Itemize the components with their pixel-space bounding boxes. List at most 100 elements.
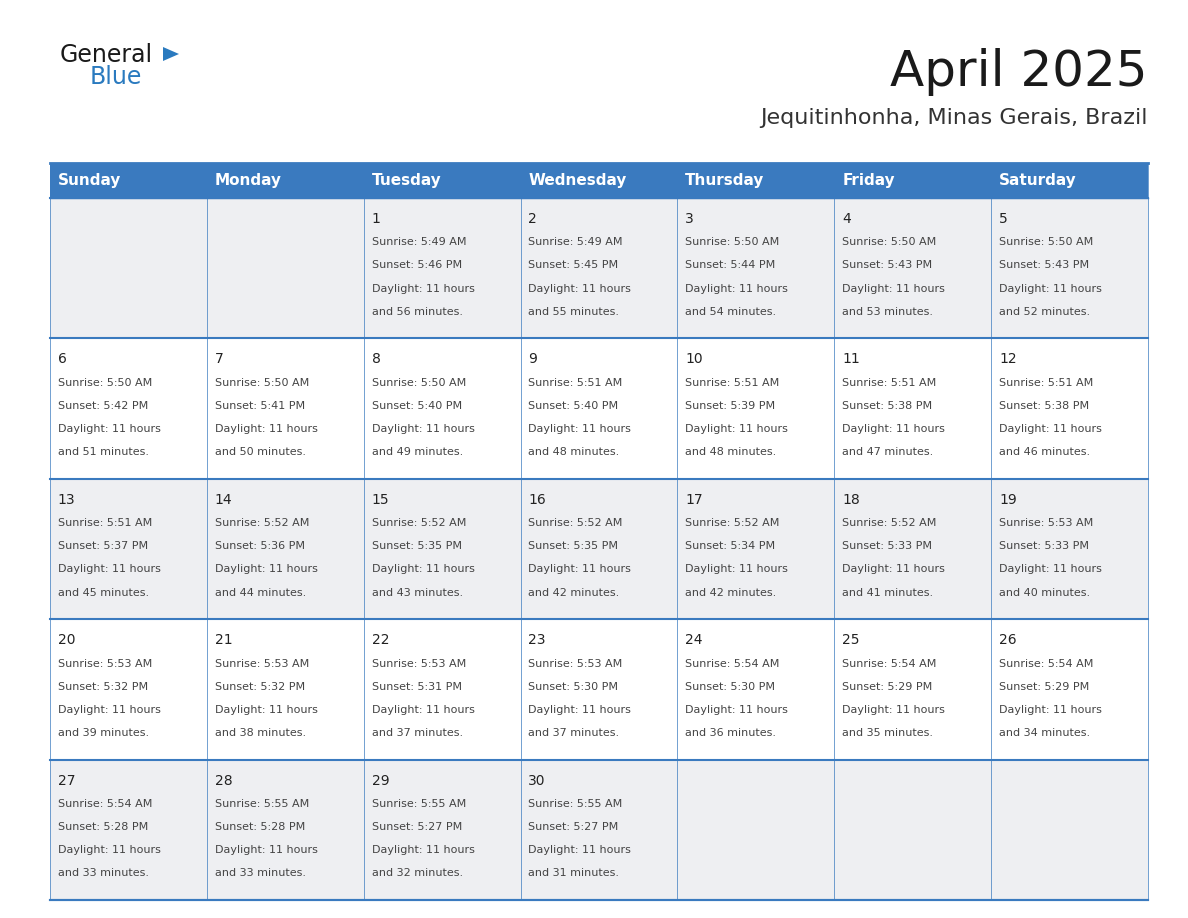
Text: Daylight: 11 hours: Daylight: 11 hours (58, 705, 160, 715)
Text: 26: 26 (999, 633, 1017, 647)
Text: Sunset: 5:30 PM: Sunset: 5:30 PM (529, 682, 619, 691)
Text: Sunset: 5:33 PM: Sunset: 5:33 PM (842, 542, 933, 552)
Text: 28: 28 (215, 774, 233, 788)
Text: Sunset: 5:34 PM: Sunset: 5:34 PM (685, 542, 776, 552)
Text: 25: 25 (842, 633, 860, 647)
Text: 19: 19 (999, 493, 1017, 507)
Text: and 35 minutes.: and 35 minutes. (842, 728, 933, 738)
Text: and 34 minutes.: and 34 minutes. (999, 728, 1091, 738)
Text: 6: 6 (58, 353, 67, 366)
Text: and 44 minutes.: and 44 minutes. (215, 588, 307, 598)
Text: Sunrise: 5:54 AM: Sunrise: 5:54 AM (999, 658, 1093, 668)
Text: and 39 minutes.: and 39 minutes. (58, 728, 148, 738)
Text: Daylight: 11 hours: Daylight: 11 hours (372, 565, 474, 575)
Text: Daylight: 11 hours: Daylight: 11 hours (529, 845, 631, 856)
Text: 15: 15 (372, 493, 390, 507)
Text: Sunrise: 5:50 AM: Sunrise: 5:50 AM (372, 377, 466, 387)
Text: Daylight: 11 hours: Daylight: 11 hours (842, 284, 944, 294)
Text: 18: 18 (842, 493, 860, 507)
Text: Sunset: 5:31 PM: Sunset: 5:31 PM (372, 682, 462, 691)
Text: Daylight: 11 hours: Daylight: 11 hours (215, 705, 317, 715)
Text: Sunset: 5:41 PM: Sunset: 5:41 PM (215, 401, 305, 411)
Text: Sunrise: 5:51 AM: Sunrise: 5:51 AM (685, 377, 779, 387)
Bar (50, 339, 1148, 479)
Text: Sunrise: 5:52 AM: Sunrise: 5:52 AM (685, 518, 779, 528)
Text: Daylight: 11 hours: Daylight: 11 hours (529, 284, 631, 294)
Text: Daylight: 11 hours: Daylight: 11 hours (685, 705, 788, 715)
Text: 8: 8 (372, 353, 380, 366)
Text: and 43 minutes.: and 43 minutes. (372, 588, 462, 598)
Text: Jequitinhonha, Minas Gerais, Brazil: Jequitinhonha, Minas Gerais, Brazil (760, 108, 1148, 128)
Text: Sunrise: 5:52 AM: Sunrise: 5:52 AM (372, 518, 466, 528)
Text: 2: 2 (529, 212, 537, 226)
Text: Sunrise: 5:50 AM: Sunrise: 5:50 AM (215, 377, 309, 387)
Text: and 40 minutes.: and 40 minutes. (999, 588, 1091, 598)
Text: Daylight: 11 hours: Daylight: 11 hours (529, 565, 631, 575)
Text: and 53 minutes.: and 53 minutes. (842, 307, 933, 317)
Text: Sunset: 5:46 PM: Sunset: 5:46 PM (372, 261, 462, 271)
Text: Sunrise: 5:54 AM: Sunrise: 5:54 AM (58, 799, 152, 809)
Text: Monday: Monday (215, 173, 282, 188)
Text: Sunrise: 5:50 AM: Sunrise: 5:50 AM (842, 238, 936, 247)
Text: Sunset: 5:27 PM: Sunset: 5:27 PM (372, 823, 462, 832)
Text: 21: 21 (215, 633, 233, 647)
Text: Daylight: 11 hours: Daylight: 11 hours (999, 705, 1101, 715)
Text: Tuesday: Tuesday (372, 173, 441, 188)
Text: April 2025: April 2025 (891, 48, 1148, 96)
Text: Sunday: Sunday (58, 173, 121, 188)
Text: Wednesday: Wednesday (529, 173, 627, 188)
Text: Sunset: 5:35 PM: Sunset: 5:35 PM (529, 542, 619, 552)
Text: Friday: Friday (842, 173, 895, 188)
Text: Sunrise: 5:55 AM: Sunrise: 5:55 AM (372, 799, 466, 809)
Text: Sunset: 5:40 PM: Sunset: 5:40 PM (372, 401, 462, 411)
Text: Sunset: 5:45 PM: Sunset: 5:45 PM (529, 261, 619, 271)
Text: Sunset: 5:43 PM: Sunset: 5:43 PM (999, 261, 1089, 271)
Text: 4: 4 (842, 212, 851, 226)
Text: Sunrise: 5:53 AM: Sunrise: 5:53 AM (529, 658, 623, 668)
Text: Sunset: 5:36 PM: Sunset: 5:36 PM (215, 542, 304, 552)
Text: Sunset: 5:33 PM: Sunset: 5:33 PM (999, 542, 1089, 552)
Text: Sunrise: 5:52 AM: Sunrise: 5:52 AM (842, 518, 936, 528)
Text: and 38 minutes.: and 38 minutes. (215, 728, 305, 738)
Text: Sunrise: 5:52 AM: Sunrise: 5:52 AM (529, 518, 623, 528)
Text: Sunset: 5:38 PM: Sunset: 5:38 PM (999, 401, 1089, 411)
Text: Daylight: 11 hours: Daylight: 11 hours (842, 705, 944, 715)
Text: Daylight: 11 hours: Daylight: 11 hours (529, 705, 631, 715)
Text: 22: 22 (372, 633, 388, 647)
Text: 10: 10 (685, 353, 703, 366)
Text: Sunset: 5:32 PM: Sunset: 5:32 PM (215, 682, 305, 691)
Text: Daylight: 11 hours: Daylight: 11 hours (372, 284, 474, 294)
Text: 27: 27 (58, 774, 75, 788)
Text: 1: 1 (372, 212, 380, 226)
Text: Sunset: 5:28 PM: Sunset: 5:28 PM (215, 823, 305, 832)
Text: Sunset: 5:32 PM: Sunset: 5:32 PM (58, 682, 148, 691)
Text: and 55 minutes.: and 55 minutes. (529, 307, 619, 317)
Text: Sunrise: 5:51 AM: Sunrise: 5:51 AM (529, 377, 623, 387)
Text: and 47 minutes.: and 47 minutes. (842, 447, 934, 457)
Text: Sunrise: 5:51 AM: Sunrise: 5:51 AM (842, 377, 936, 387)
Text: Sunrise: 5:53 AM: Sunrise: 5:53 AM (58, 658, 152, 668)
Text: Daylight: 11 hours: Daylight: 11 hours (685, 424, 788, 434)
Text: 14: 14 (215, 493, 233, 507)
Text: Daylight: 11 hours: Daylight: 11 hours (58, 565, 160, 575)
Text: and 50 minutes.: and 50 minutes. (215, 447, 305, 457)
Text: Sunrise: 5:50 AM: Sunrise: 5:50 AM (999, 238, 1093, 247)
Text: Sunset: 5:30 PM: Sunset: 5:30 PM (685, 682, 776, 691)
Text: 13: 13 (58, 493, 76, 507)
Text: and 32 minutes.: and 32 minutes. (372, 868, 462, 879)
Text: Daylight: 11 hours: Daylight: 11 hours (685, 284, 788, 294)
Text: Sunset: 5:29 PM: Sunset: 5:29 PM (999, 682, 1089, 691)
Text: Sunrise: 5:54 AM: Sunrise: 5:54 AM (685, 658, 779, 668)
Text: and 41 minutes.: and 41 minutes. (842, 588, 934, 598)
Text: 23: 23 (529, 633, 546, 647)
Text: Sunset: 5:43 PM: Sunset: 5:43 PM (842, 261, 933, 271)
Text: Daylight: 11 hours: Daylight: 11 hours (372, 424, 474, 434)
Text: and 33 minutes.: and 33 minutes. (58, 868, 148, 879)
Text: and 49 minutes.: and 49 minutes. (372, 447, 463, 457)
Text: 24: 24 (685, 633, 703, 647)
Text: and 31 minutes.: and 31 minutes. (529, 868, 619, 879)
Text: 17: 17 (685, 493, 703, 507)
Text: Daylight: 11 hours: Daylight: 11 hours (999, 424, 1101, 434)
Bar (50, 163, 1148, 198)
Text: 20: 20 (58, 633, 75, 647)
